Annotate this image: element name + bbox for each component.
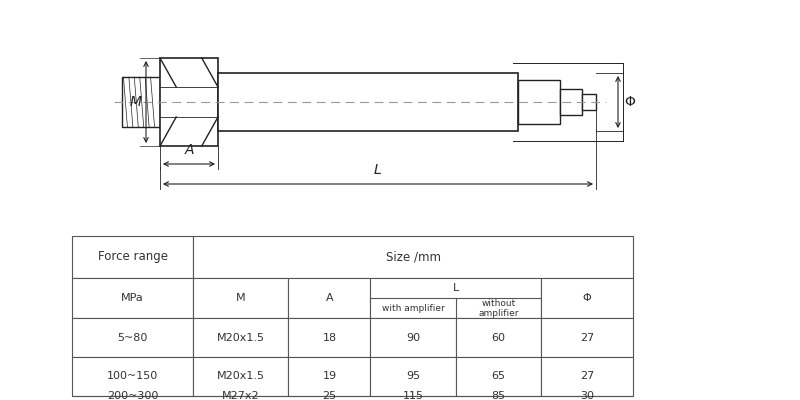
Text: M20x1.5: M20x1.5 — [217, 371, 265, 382]
Bar — [160, 58, 218, 146]
Text: A: A — [326, 293, 334, 303]
Text: 30: 30 — [580, 391, 594, 400]
Bar — [370, 278, 541, 318]
Text: L: L — [374, 163, 382, 177]
Bar — [194, 236, 633, 278]
Bar — [582, 94, 596, 110]
Text: Φ: Φ — [582, 293, 591, 303]
Bar — [370, 318, 456, 357]
Text: M: M — [130, 95, 142, 109]
Bar — [456, 318, 541, 357]
Text: 27: 27 — [580, 333, 594, 342]
Text: L: L — [453, 283, 459, 293]
Text: M: M — [236, 293, 246, 303]
Text: without
amplifier: without amplifier — [478, 298, 518, 318]
Text: Force range: Force range — [98, 250, 168, 263]
Bar — [541, 278, 633, 318]
Bar — [456, 357, 541, 396]
Bar — [72, 236, 194, 278]
Text: 115: 115 — [402, 391, 424, 400]
Bar — [194, 278, 289, 318]
Bar — [218, 73, 518, 131]
Text: 18: 18 — [322, 333, 337, 342]
Text: 5~80: 5~80 — [118, 333, 148, 342]
Bar — [72, 278, 194, 318]
Bar — [194, 318, 289, 357]
Bar — [541, 318, 633, 357]
Text: with amplifier: with amplifier — [382, 304, 445, 313]
Text: 65: 65 — [491, 371, 506, 382]
Text: M27x2: M27x2 — [222, 391, 260, 400]
Bar — [122, 77, 160, 127]
Text: 100~150: 100~150 — [107, 371, 158, 382]
Bar — [194, 357, 289, 396]
Text: 85: 85 — [491, 391, 506, 400]
Text: Φ: Φ — [625, 95, 635, 109]
Bar — [541, 357, 633, 396]
Bar — [560, 89, 582, 115]
Text: 90: 90 — [406, 333, 420, 342]
Text: 27: 27 — [580, 371, 594, 382]
Text: 60: 60 — [491, 333, 506, 342]
Bar — [72, 318, 194, 357]
Bar — [289, 357, 370, 396]
Text: 19: 19 — [322, 371, 337, 382]
Text: 25: 25 — [322, 391, 337, 400]
Text: 95: 95 — [406, 371, 420, 382]
Bar — [72, 357, 194, 396]
Bar — [370, 357, 456, 396]
Text: Size /mm: Size /mm — [386, 250, 441, 263]
Bar — [289, 318, 370, 357]
Text: A: A — [184, 143, 194, 157]
Bar — [289, 278, 370, 318]
Text: MPa: MPa — [122, 293, 144, 303]
Text: 200~300: 200~300 — [107, 391, 158, 400]
Text: M20x1.5: M20x1.5 — [217, 333, 265, 342]
Bar — [518, 80, 560, 124]
